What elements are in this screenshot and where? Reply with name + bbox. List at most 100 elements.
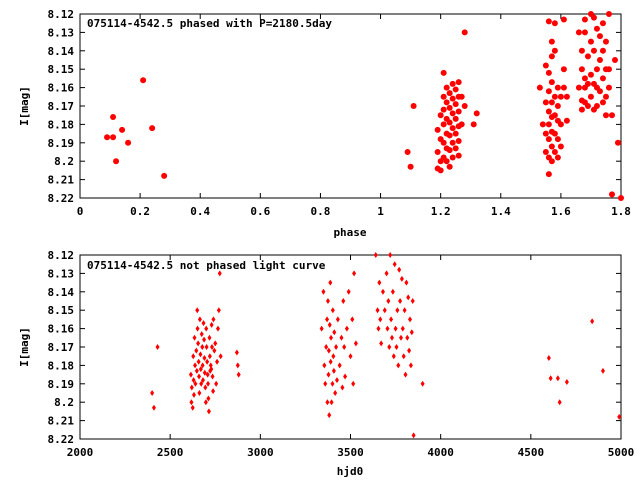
data-point — [608, 112, 615, 119]
data-point — [554, 103, 561, 109]
data-point — [200, 377, 205, 384]
data-point — [198, 366, 203, 373]
data-point — [192, 334, 197, 341]
data-point — [119, 126, 126, 133]
data-point — [195, 325, 200, 332]
data-point — [204, 344, 209, 350]
data-point — [328, 279, 333, 286]
data-point — [602, 93, 609, 100]
x-tick-label-unphased: 2000 — [67, 446, 94, 459]
data-point — [236, 371, 241, 378]
data-point — [395, 307, 400, 314]
data-point — [323, 380, 328, 387]
data-point — [375, 307, 380, 314]
y-tick-label-phased: 8.14 — [48, 45, 75, 58]
data-point — [593, 103, 600, 109]
data-point — [398, 298, 403, 304]
data-point — [449, 110, 456, 117]
data-point — [393, 325, 398, 332]
data-point — [200, 362, 205, 369]
data-point — [198, 351, 203, 358]
x-tick-label-phased: 0.2 — [130, 205, 150, 218]
data-point — [551, 47, 558, 54]
data-point — [605, 11, 612, 17]
data-point — [446, 119, 453, 126]
data-point — [443, 158, 450, 165]
data-point — [590, 14, 597, 21]
x-tick-label-phased: 1.2 — [431, 205, 451, 218]
y-tick-label-unphased: 8.18 — [48, 359, 75, 372]
data-point — [379, 340, 384, 347]
data-point — [403, 371, 408, 378]
data-point — [440, 139, 447, 146]
y-tick-label-unphased: 8.14 — [48, 286, 75, 299]
data-point — [410, 298, 415, 304]
data-point — [575, 84, 582, 91]
data-point — [470, 121, 477, 128]
data-point — [546, 355, 551, 362]
data-point — [211, 316, 216, 323]
data-point — [329, 399, 334, 406]
data-point — [400, 325, 405, 332]
data-point — [397, 266, 402, 273]
data-point — [551, 93, 558, 100]
data-point — [446, 132, 453, 139]
data-point — [408, 362, 413, 369]
data-point — [405, 334, 410, 341]
data-point — [334, 377, 339, 384]
data-point — [563, 117, 570, 124]
data-point — [458, 93, 465, 100]
data-point — [455, 79, 462, 86]
data-point — [326, 371, 331, 378]
data-point — [392, 261, 397, 268]
data-point — [599, 47, 606, 54]
data-point — [409, 329, 414, 336]
data-point — [404, 149, 411, 155]
data-point — [352, 270, 357, 277]
data-point — [387, 344, 392, 350]
data-point — [452, 86, 459, 93]
data-point — [542, 99, 549, 106]
x-tick-label-unphased: 2500 — [157, 446, 184, 459]
data-point — [384, 270, 389, 277]
data-point — [202, 355, 207, 362]
data-point — [376, 325, 381, 332]
data-point — [443, 84, 450, 91]
data-point — [411, 432, 416, 439]
data-point — [581, 16, 588, 23]
data-point — [189, 399, 194, 406]
data-point — [560, 84, 567, 91]
y-tick-label-phased: 8.17 — [48, 100, 75, 113]
data-point — [330, 307, 335, 314]
data-point — [600, 367, 605, 374]
data-point — [194, 347, 199, 354]
ticks-unphased: 2000 2500 3000 3500 4000 4500 5000 8.12 8.13 8.14… — [48, 249, 635, 459]
data-point — [150, 390, 155, 396]
data-point — [551, 112, 558, 119]
data-point — [590, 318, 595, 325]
data-point — [188, 371, 193, 378]
data-point — [542, 62, 549, 69]
data-point — [377, 279, 382, 286]
data-point — [449, 125, 456, 132]
data-point — [206, 395, 211, 402]
data-point — [197, 373, 202, 380]
data-point — [452, 115, 459, 122]
data-point — [618, 195, 624, 201]
data-point — [125, 139, 132, 146]
data-point — [326, 347, 331, 354]
data-point — [382, 307, 387, 314]
data-point — [203, 399, 208, 406]
data-point — [446, 163, 453, 170]
data-point — [599, 75, 606, 82]
data-point — [605, 84, 612, 91]
data-point — [548, 38, 555, 45]
data-point — [331, 367, 336, 374]
data-point — [446, 147, 453, 154]
data-point — [390, 288, 395, 295]
data-point — [545, 136, 552, 143]
data-point — [113, 158, 120, 165]
data-point — [351, 380, 356, 387]
data-point — [587, 93, 594, 100]
data-point — [434, 149, 441, 155]
